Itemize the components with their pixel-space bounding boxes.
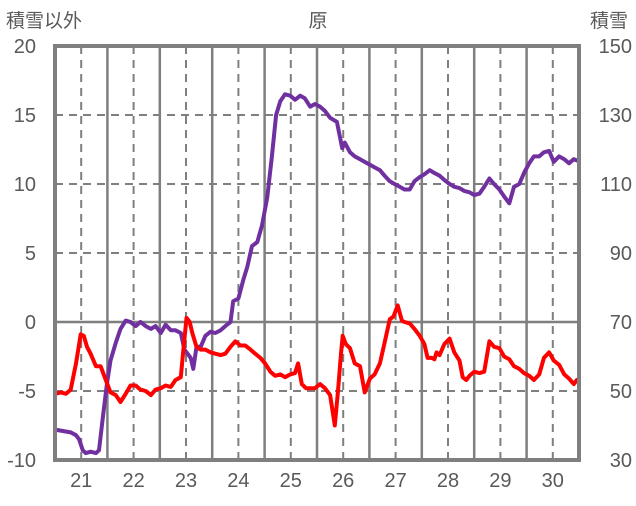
- x-tick-label: 26: [332, 470, 354, 492]
- x-tick-label: 21: [70, 470, 92, 492]
- tick-labels: -10 -5 0 5 10 15 20 30 50 70 90 110 130 150 21 22 23 24 25…: [7, 36, 632, 492]
- x-tick-label: 27: [384, 470, 406, 492]
- x-tick-label: 22: [122, 470, 144, 492]
- right-tick-label: 50: [610, 381, 632, 403]
- x-tick-label: 25: [280, 470, 302, 492]
- left-tick-label: 15: [14, 105, 36, 127]
- right-tick-label: 70: [610, 312, 632, 334]
- left-tick-label: 0: [25, 312, 36, 334]
- plot-frame: [53, 44, 581, 462]
- x-tick-label: 28: [437, 470, 459, 492]
- left-tick-label: 10: [14, 174, 36, 196]
- right-tick-label: 150: [599, 36, 632, 58]
- left-tick-label: -5: [18, 381, 36, 403]
- left-tick-label: 5: [25, 243, 36, 265]
- series-line-snow: [53, 92, 579, 456]
- chart-title: 原: [308, 11, 327, 32]
- x-tick-label: 24: [227, 470, 249, 492]
- right-axis-label: 積雪: [590, 10, 628, 32]
- x-tick-label: 29: [489, 470, 511, 492]
- right-tick-label: 130: [599, 105, 632, 127]
- x-tick-label: 30: [542, 470, 564, 492]
- grid: [55, 46, 579, 460]
- series-lines: [53, 92, 579, 456]
- right-tick-label: 110: [600, 174, 632, 196]
- right-tick-label: 30: [610, 450, 632, 472]
- x-tick-label: 23: [175, 470, 197, 492]
- left-tick-label: -10: [7, 450, 36, 472]
- series-line-non-snow: [53, 303, 579, 428]
- right-tick-label: 90: [610, 243, 632, 265]
- left-axis-label: 積雪以外: [6, 10, 82, 32]
- left-tick-label: 20: [14, 36, 36, 58]
